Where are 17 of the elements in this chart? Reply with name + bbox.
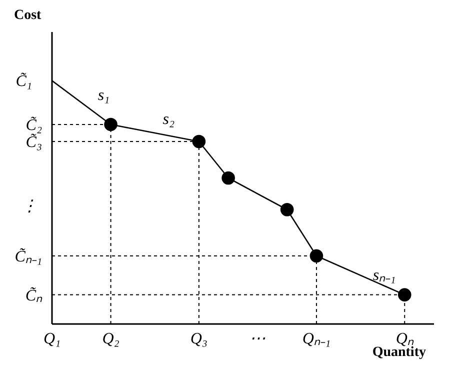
ref-line-label: C̃ₙ [25,286,43,304]
x-tick-label: Qₙ [396,330,414,348]
annotation: sₙ₋₁ [372,266,396,285]
x-axis-title: Quantity [372,345,426,360]
y-axis-title: Cost [14,8,42,24]
x-tick-label: ⋯ [250,330,266,348]
ref-line-label: C̃ₙ₋₁ [14,248,42,266]
annotation: s₂ [162,110,175,129]
x-tick-label: Q₂ [102,330,120,348]
x-tick-label: Q₁ [43,330,61,348]
x-tick-label: Qₙ₋₁ [302,330,331,348]
text: ⋮ [21,196,38,216]
ref-line-label: C̃₂ [26,116,42,134]
x-tick-label: Q₃ [190,330,208,348]
text: C̃₁ [16,72,32,91]
annotation: s₁ [98,87,110,106]
ref-line-label: C̃₃ [26,133,42,152]
